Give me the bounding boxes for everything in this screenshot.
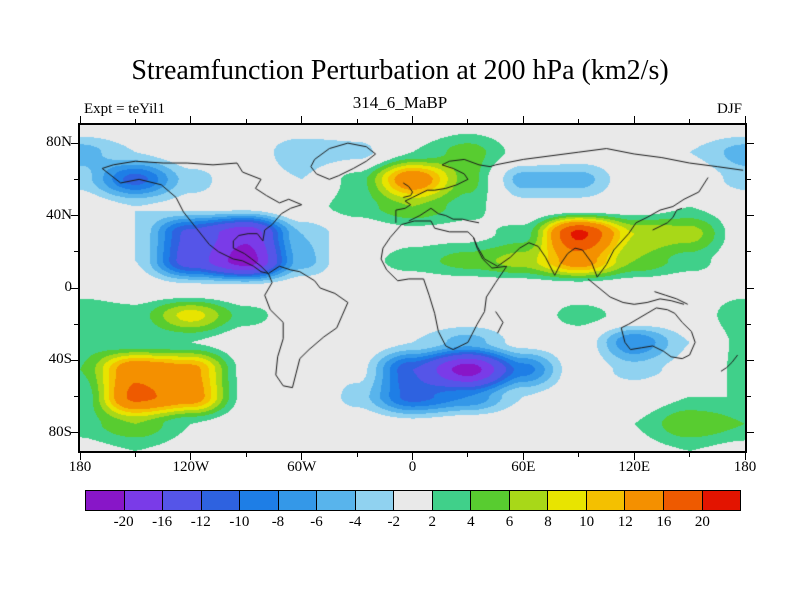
x-axis-tick <box>522 453 524 460</box>
map-plot-frame <box>78 123 747 453</box>
y-axis-tick <box>747 142 754 144</box>
colorbar-tick-label: 2 <box>428 514 437 530</box>
colorbar-tick-label: -8 <box>271 514 285 530</box>
colorbar-cell <box>162 490 202 511</box>
colorbar-cell <box>585 490 626 511</box>
colorbar-cell <box>470 490 510 511</box>
x-axis-tick <box>744 116 746 123</box>
y-axis-tick <box>747 432 754 434</box>
x-axis-tick <box>245 119 247 123</box>
x-axis-tick <box>79 453 81 460</box>
colorbar-cell <box>393 490 433 511</box>
x-axis-tick <box>522 116 524 123</box>
y-axis-tick <box>71 359 78 361</box>
colorbar-tick-label: -20 <box>113 514 134 530</box>
x-axis-tick <box>633 453 635 460</box>
y-axis-tick <box>747 287 754 289</box>
y-axis-label: 80N <box>46 134 72 151</box>
colorbar-cell <box>508 490 549 511</box>
x-axis-tick <box>134 119 136 123</box>
y-axis-tick <box>71 215 78 217</box>
x-axis-tick <box>301 116 303 123</box>
x-axis-label: 120E <box>618 459 650 475</box>
season-label: DJF <box>716 101 742 117</box>
y-axis-tick <box>74 323 78 325</box>
colorbar-tick-label: 4 <box>467 514 475 530</box>
colorbar-tick-label: -6 <box>310 514 323 530</box>
x-axis-tick <box>689 453 691 457</box>
x-axis-tick <box>356 453 358 457</box>
y-axis-tick <box>747 251 751 253</box>
x-axis-tick <box>467 453 469 457</box>
page-title: Streamfunction Perturbation at 200 hPa (… <box>131 55 669 86</box>
y-axis-tick <box>747 178 751 180</box>
colorbar-cell <box>547 490 587 511</box>
x-axis-tick <box>412 116 413 123</box>
y-axis-tick <box>747 359 754 361</box>
x-axis-label: 180 <box>68 459 92 475</box>
contour-map-canvas <box>80 125 745 451</box>
x-axis-tick <box>190 116 192 123</box>
colorbar-tick-label: -16 <box>152 514 173 530</box>
colorbar-cell <box>354 490 395 511</box>
colorbar-cell <box>239 490 279 511</box>
y-axis-tick <box>747 396 751 398</box>
x-axis-tick <box>356 119 358 123</box>
colorbar-tick-label: -12 <box>190 514 211 530</box>
x-axis-label: 0 <box>408 459 417 475</box>
colorbar-cell <box>431 490 472 511</box>
colorbar-cell <box>316 490 356 511</box>
colorbar-tick-label: 6 <box>505 514 514 530</box>
colorbar-cell <box>123 490 164 511</box>
y-axis-tick <box>747 323 751 325</box>
colorbar-cell <box>701 490 742 511</box>
colorbar-tick-label: 16 <box>656 514 672 530</box>
colorbar-tick-label: 10 <box>579 514 595 530</box>
colorbar-cell <box>200 490 241 511</box>
y-axis-label: 0 <box>64 279 73 295</box>
x-axis-tick <box>689 119 691 123</box>
x-axis-tick <box>578 453 580 457</box>
x-axis-label: 120W <box>172 459 210 475</box>
plot-subtitle: 314_6_MaBP <box>352 93 448 112</box>
y-axis-tick <box>71 432 78 434</box>
x-axis-label: 60W <box>287 459 317 475</box>
colorbar-tick-label: -2 <box>387 514 400 530</box>
colorbar <box>85 490 742 511</box>
x-axis-tick <box>301 453 303 460</box>
x-axis-tick <box>744 453 746 460</box>
colorbar-cell <box>277 490 318 511</box>
y-axis-label: 40N <box>46 206 72 223</box>
y-axis-tick <box>74 251 78 253</box>
x-axis-tick <box>578 119 580 123</box>
colorbar-cell <box>85 490 125 511</box>
y-axis-label: 40S <box>48 351 72 368</box>
colorbar-tick-label: 12 <box>617 514 633 530</box>
colorbar-tick-label: 8 <box>544 514 552 530</box>
x-axis-tick <box>190 453 192 460</box>
x-axis-tick <box>245 453 247 457</box>
colorbar-cell <box>624 490 664 511</box>
x-axis-tick <box>412 453 413 460</box>
y-axis-tick <box>71 142 78 144</box>
x-axis-label: 60E <box>511 459 536 475</box>
y-axis-tick <box>747 215 754 217</box>
colorbar-tick-label: -10 <box>229 514 250 530</box>
x-axis-tick <box>134 453 136 457</box>
x-axis-tick <box>467 119 469 123</box>
x-axis-label: 180 <box>733 459 757 475</box>
x-axis-tick <box>79 116 81 123</box>
y-axis-tick <box>74 396 78 398</box>
colorbar-tick-label: -4 <box>348 514 362 530</box>
experiment-label: Expt = teYil1 <box>84 101 165 117</box>
colorbar-cell <box>662 490 703 511</box>
x-axis-tick <box>633 116 635 123</box>
y-axis-tick <box>74 178 78 180</box>
y-axis-tick <box>71 287 78 289</box>
colorbar-tick-label: 20 <box>694 514 710 530</box>
y-axis-label: 80S <box>48 423 72 440</box>
